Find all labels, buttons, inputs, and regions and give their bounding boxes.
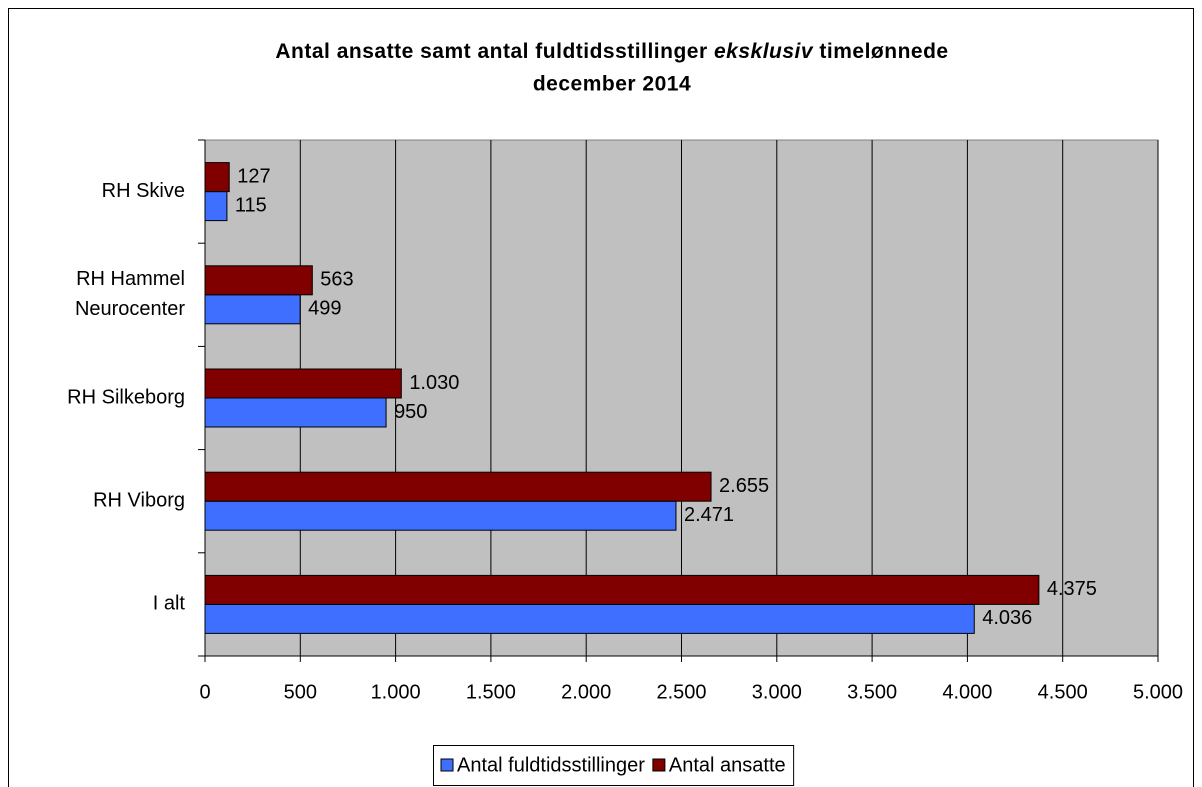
legend-label: Antal fuldtidsstillinger xyxy=(457,754,645,776)
data-label: 127 xyxy=(237,165,270,187)
bar xyxy=(204,500,677,531)
bar xyxy=(204,191,228,222)
data-label: 1.030 xyxy=(409,372,459,394)
data-label: 950 xyxy=(394,401,427,423)
chart-title: Antal ansatte samt antal fuldtidsstillin… xyxy=(275,40,948,63)
x-tick-label: 3.500 xyxy=(847,681,897,703)
bar xyxy=(204,471,712,502)
data-label: 2.655 xyxy=(719,475,769,497)
title-part: eksklusiv xyxy=(714,40,814,63)
x-tick-label: 500 xyxy=(284,681,317,703)
x-tick-label: 4.500 xyxy=(1038,681,1088,703)
title-part: timelønnede xyxy=(819,40,948,63)
legend-swatch xyxy=(440,758,454,772)
bar xyxy=(204,603,975,634)
data-label: 115 xyxy=(235,194,267,216)
data-label: 499 xyxy=(308,298,341,320)
legend-box xyxy=(433,745,795,786)
data-label: 4.036 xyxy=(982,607,1032,629)
x-tick-label: 2.000 xyxy=(561,681,611,703)
bar xyxy=(204,574,1040,605)
x-tick-label: 1.500 xyxy=(466,681,516,703)
bar xyxy=(204,265,313,296)
x-tick-label: 3.000 xyxy=(752,681,802,703)
y-tick-label: RH Skive xyxy=(102,180,185,202)
data-label: 563 xyxy=(320,269,353,291)
bar xyxy=(204,368,402,399)
legend-swatch xyxy=(652,758,666,772)
y-tick-label: RH Silkeborg xyxy=(67,386,185,408)
x-tick-label: 1.000 xyxy=(371,681,421,703)
bar xyxy=(204,397,387,428)
y-tick-label: RH Viborg xyxy=(93,489,185,511)
y-tick-label-line: Neurocenter xyxy=(75,298,185,320)
title-part: Antal ansatte samt antal fuldtidsstillin… xyxy=(275,40,707,63)
x-tick-label: 4.000 xyxy=(942,681,992,703)
x-tick-label: 0 xyxy=(199,681,210,703)
x-tick-label: 2.500 xyxy=(656,681,706,703)
bar xyxy=(204,294,301,325)
data-label: 4.375 xyxy=(1047,578,1097,600)
y-tick-label-line: RH Hammel xyxy=(76,268,185,290)
bar xyxy=(204,162,230,193)
data-label: 2.471 xyxy=(684,504,734,526)
legend-label: Antal ansatte xyxy=(669,754,786,776)
y-tick-label: I alt xyxy=(153,593,186,615)
y-tick-label: RH Hammel Neurocenter xyxy=(75,268,185,320)
chart-title: december 2014 xyxy=(533,73,691,96)
x-tick-label: 5.000 xyxy=(1133,681,1183,703)
